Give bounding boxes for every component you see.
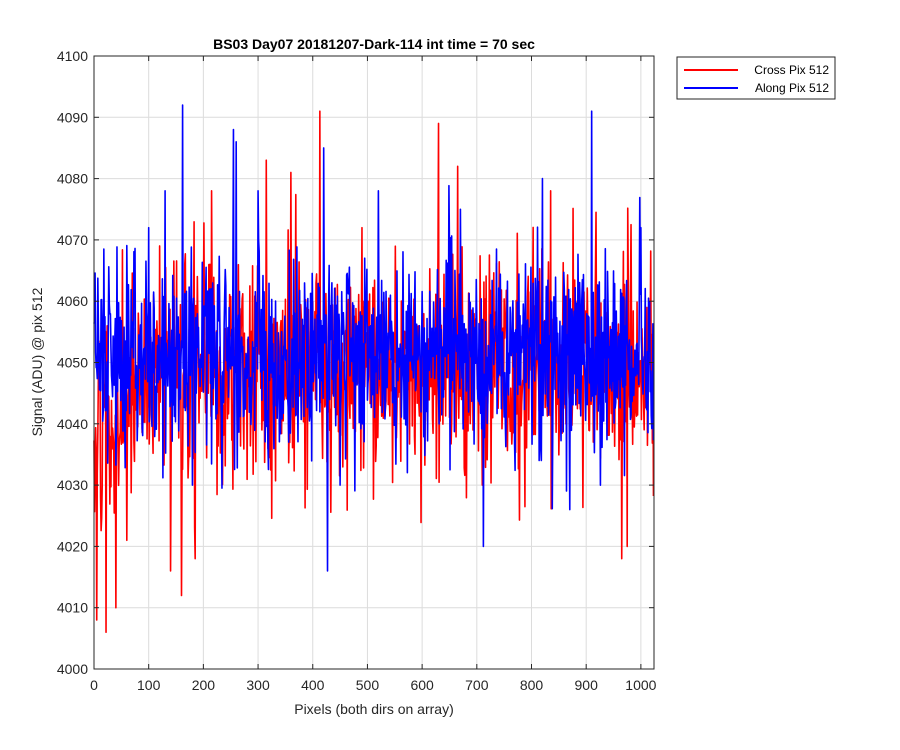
x-tick-label: 600 xyxy=(410,677,434,693)
series-line-along-pix-512 xyxy=(93,104,655,572)
y-tick-label: 4060 xyxy=(57,293,88,309)
x-axis-label: Pixels (both dirs on array) xyxy=(294,701,454,717)
x-tick-label: 400 xyxy=(301,677,325,693)
y-tick-label: 4050 xyxy=(57,355,88,371)
y-tick-label: 4020 xyxy=(57,538,88,554)
y-tick-label: 4030 xyxy=(57,477,88,493)
x-tick-label: 500 xyxy=(356,677,380,693)
chart-title: BS03 Day07 20181207-Dark-114 int time = … xyxy=(213,36,535,52)
legend-label-cross: Cross Pix 512 xyxy=(754,63,829,77)
x-tick-label: 800 xyxy=(520,677,544,693)
y-tick-label: 4040 xyxy=(57,416,88,432)
y-tick-label: 4010 xyxy=(57,600,88,616)
y-axis-ticks: 4000 4010 4020 4030 4040 4050 4060 4070 4080 4090… xyxy=(57,48,654,677)
x-axis-ticks: 0 100 200 300 400 500 600 700 800 900 1000 xyxy=(90,56,657,693)
x-tick-label: 200 xyxy=(192,677,216,693)
x-tick-label: 900 xyxy=(575,677,599,693)
legend-box xyxy=(676,56,836,100)
y-tick-label: 4070 xyxy=(57,232,88,248)
y-tick-label: 4100 xyxy=(57,48,88,64)
legend-label-along: Along Pix 512 xyxy=(755,81,829,95)
x-tick-label: 1000 xyxy=(625,677,656,693)
x-tick-label: 300 xyxy=(246,677,270,693)
y-tick-label: 4090 xyxy=(57,109,88,125)
x-tick-label: 700 xyxy=(465,677,489,693)
y-axis-label: Signal (ADU) @ pix 512 xyxy=(29,287,45,436)
x-tick-label: 100 xyxy=(137,677,161,693)
y-tick-label: 4080 xyxy=(57,171,88,187)
y-tick-label: 4000 xyxy=(57,661,88,677)
x-tick-label: 0 xyxy=(90,677,98,693)
legend: Cross Pix 512 Along Pix 512 xyxy=(676,56,836,100)
series-layer xyxy=(93,104,655,634)
